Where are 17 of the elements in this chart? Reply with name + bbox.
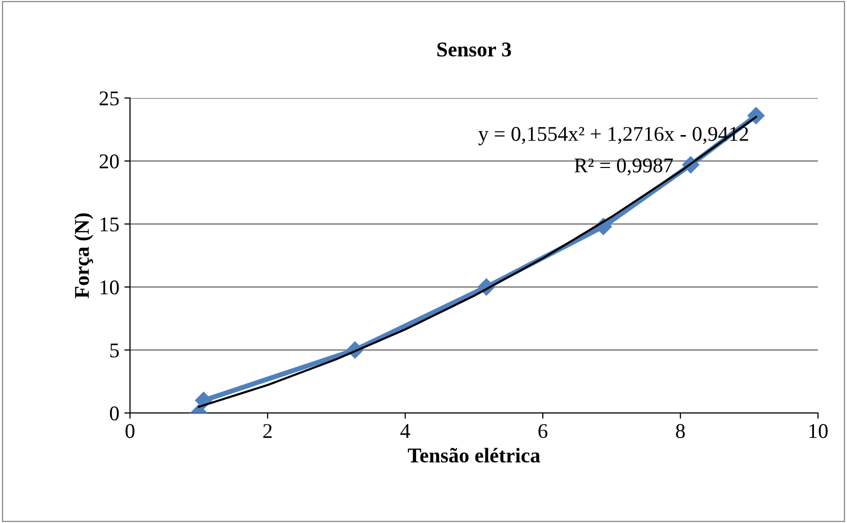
x-tick-label: 2 [263,424,272,438]
x-tick-label: 6 [538,424,548,438]
y-tick-label: 15 [100,217,119,232]
point [748,107,765,124]
annotation: R² = 0,9987 [574,158,673,176]
x-tick-label: 8 [676,424,685,438]
y-tick-label: 20 [100,154,119,168]
y-tick-label: 5 [110,344,119,358]
x-tick-label: 0 [126,424,134,438]
y-tick-label: 25 [100,91,119,106]
x-tick-label: 10 [809,424,828,438]
x-axis-title: Tensão elétrica [408,448,540,463]
y-axis-title: Força (N) [74,213,94,298]
chart-title: Sensor 3 [437,42,512,57]
y-tick-label: 0 [110,406,119,420]
x-tick-label: 4 [400,424,410,438]
y-tick-label: 10 [100,280,119,294]
